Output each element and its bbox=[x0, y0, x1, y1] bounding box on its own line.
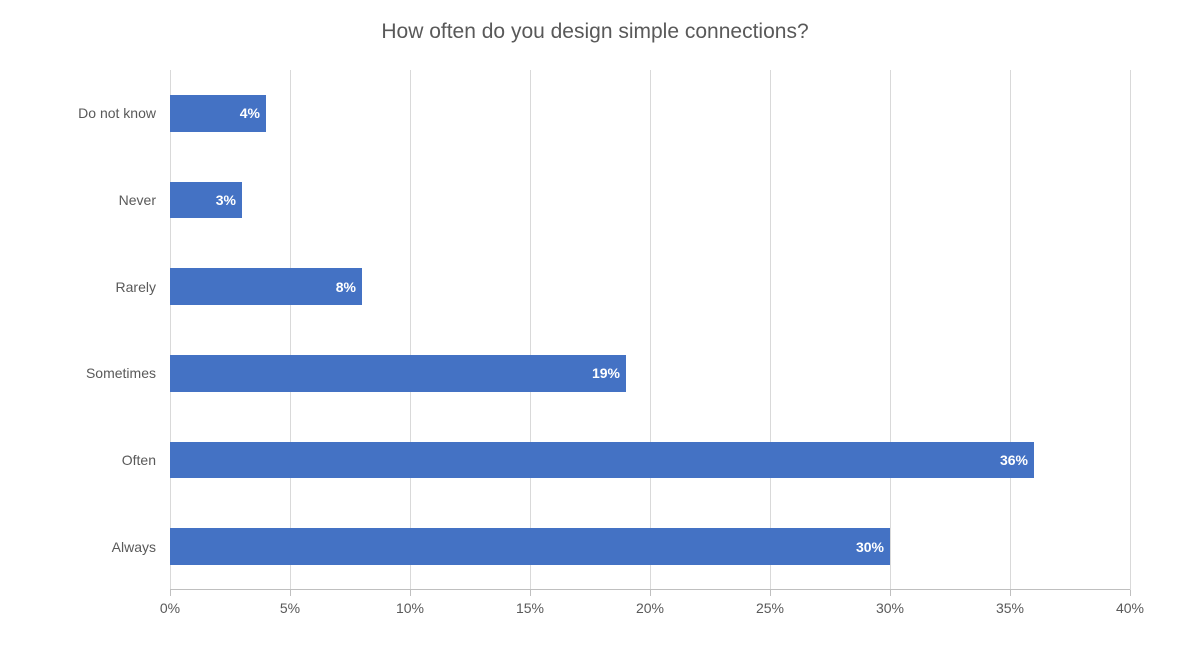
data-label: 36% bbox=[1000, 452, 1028, 468]
bar: 36% bbox=[170, 442, 1034, 478]
grid-line bbox=[410, 70, 411, 590]
x-tick bbox=[170, 590, 171, 596]
chart-title: How often do you design simple connectio… bbox=[0, 0, 1190, 54]
bar: 30% bbox=[170, 528, 890, 564]
x-tick bbox=[1010, 590, 1011, 596]
y-axis-label: Rarely bbox=[116, 279, 170, 295]
grid-line bbox=[650, 70, 651, 590]
chart-container: How often do you design simple connectio… bbox=[0, 0, 1190, 655]
grid-line bbox=[770, 70, 771, 590]
x-tick bbox=[290, 590, 291, 596]
data-label: 30% bbox=[856, 539, 884, 555]
x-tick bbox=[530, 590, 531, 596]
x-axis-label: 40% bbox=[1116, 600, 1144, 616]
grid-line bbox=[530, 70, 531, 590]
x-axis-label: 25% bbox=[756, 600, 784, 616]
x-tick bbox=[1130, 590, 1131, 596]
data-label: 4% bbox=[240, 105, 260, 121]
data-label: 19% bbox=[592, 365, 620, 381]
grid-line bbox=[1130, 70, 1131, 590]
x-axis-label: 5% bbox=[280, 600, 300, 616]
y-axis-label: Sometimes bbox=[86, 365, 170, 381]
x-axis-label: 30% bbox=[876, 600, 904, 616]
grid-line bbox=[1010, 70, 1011, 590]
grid-line bbox=[890, 70, 891, 590]
x-axis-label: 0% bbox=[160, 600, 180, 616]
bar: 19% bbox=[170, 355, 626, 391]
bar: 3% bbox=[170, 182, 242, 218]
data-label: 3% bbox=[216, 192, 236, 208]
y-axis-label: Do not know bbox=[78, 105, 170, 121]
x-axis-label: 35% bbox=[996, 600, 1024, 616]
x-axis-label: 15% bbox=[516, 600, 544, 616]
y-axis-label: Never bbox=[119, 192, 170, 208]
x-axis bbox=[170, 589, 1130, 590]
x-tick bbox=[890, 590, 891, 596]
x-axis-label: 10% bbox=[396, 600, 424, 616]
bar: 4% bbox=[170, 95, 266, 131]
bar: 8% bbox=[170, 268, 362, 304]
y-axis-label: Often bbox=[122, 452, 170, 468]
grid-line bbox=[170, 70, 171, 590]
x-tick bbox=[770, 590, 771, 596]
y-axis-label: Always bbox=[112, 539, 170, 555]
data-label: 8% bbox=[336, 279, 356, 295]
x-tick bbox=[650, 590, 651, 596]
x-axis-label: 20% bbox=[636, 600, 664, 616]
plot-area: 0%5%10%15%20%25%30%35%40%Do not know4%Ne… bbox=[170, 70, 1130, 590]
grid-line bbox=[290, 70, 291, 590]
x-tick bbox=[410, 590, 411, 596]
